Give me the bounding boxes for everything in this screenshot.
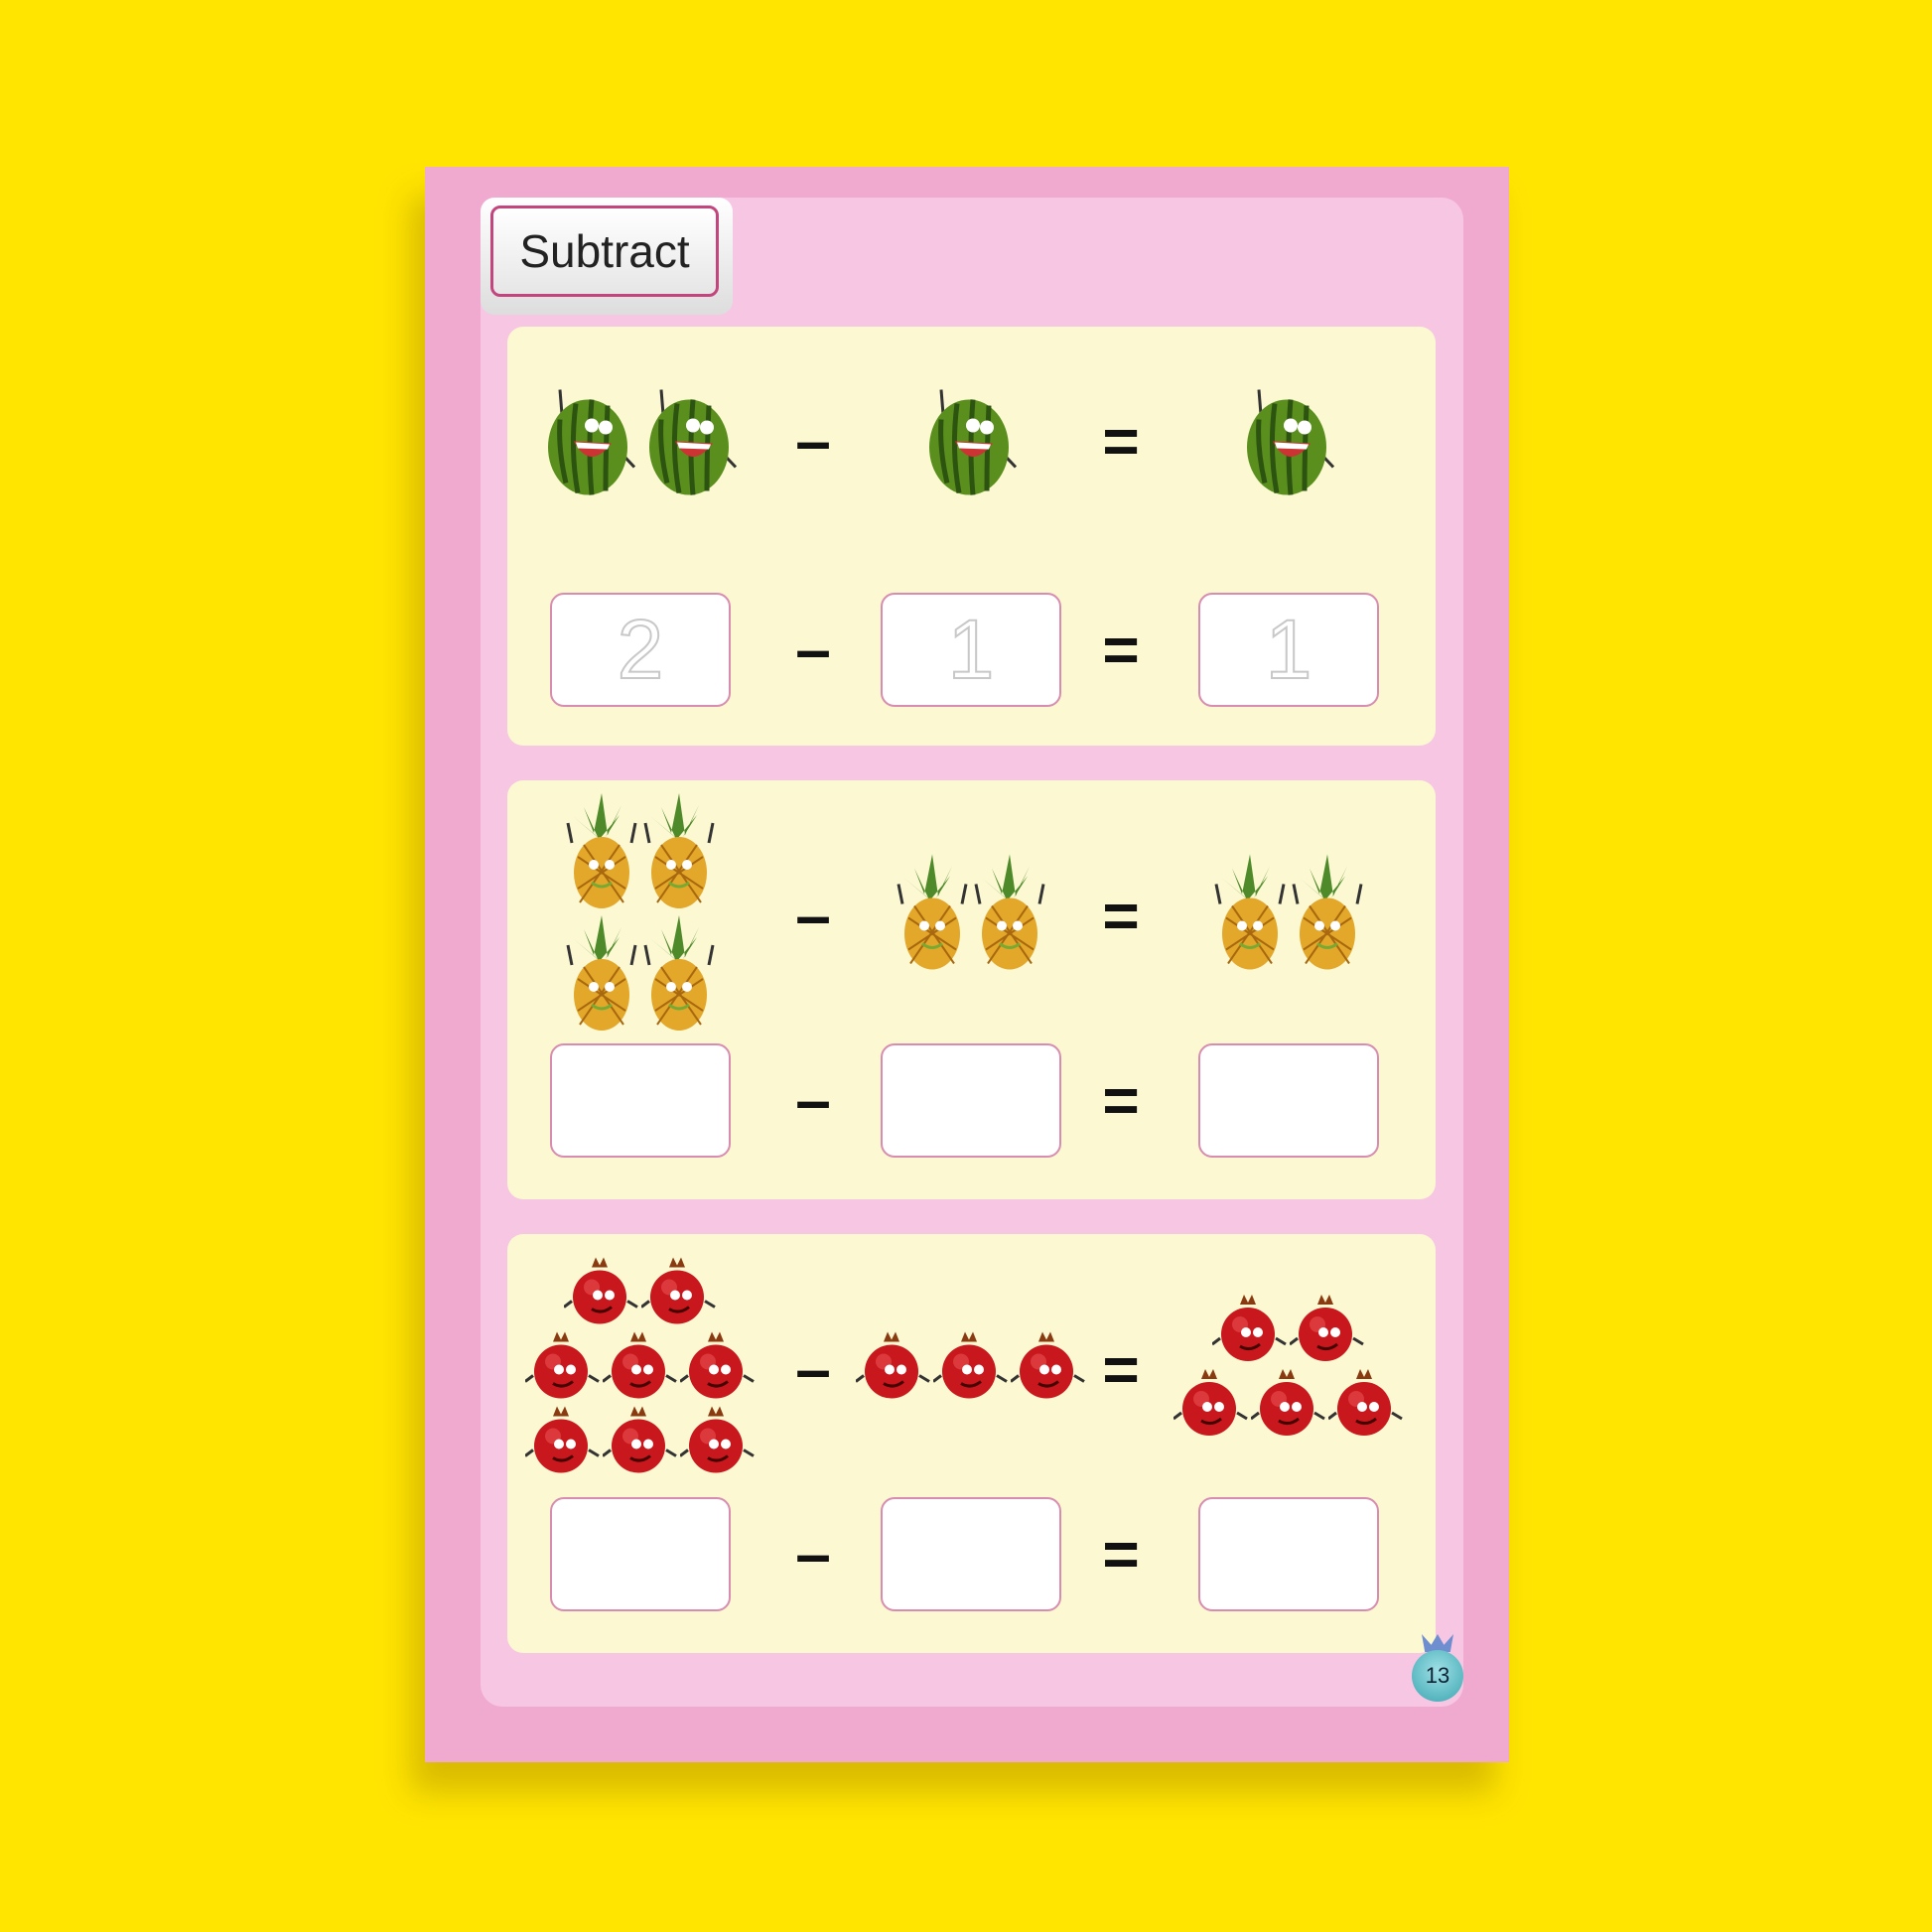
watermelon-icon bbox=[1239, 380, 1338, 502]
pomegranate-icon bbox=[1211, 1295, 1288, 1369]
pineapple-group-subtrahend bbox=[895, 854, 1047, 977]
watermelon-icon bbox=[921, 380, 1021, 502]
minus-sign-pictures: – bbox=[795, 1333, 831, 1405]
pomegranate-icon bbox=[679, 1406, 756, 1481]
pineapple-icon bbox=[564, 793, 639, 915]
watermelon-icon bbox=[641, 380, 741, 502]
equals-sign-pictures: = bbox=[1102, 1333, 1140, 1405]
pomegranate-icon bbox=[1327, 1369, 1404, 1444]
watermelon-icon bbox=[540, 380, 639, 502]
equals-sign-numbers: = bbox=[1102, 1064, 1140, 1136]
pomegranate-icon bbox=[524, 1331, 601, 1407]
watermelon-group-minuend bbox=[540, 380, 741, 502]
equals-sign-pictures: = bbox=[1102, 405, 1140, 477]
pomegranate-icon bbox=[602, 1331, 678, 1407]
page-title: Subtract bbox=[490, 206, 719, 297]
watermelon-group-subtrahend bbox=[921, 380, 1021, 502]
pineapple-icon bbox=[564, 915, 639, 1037]
pomegranate-icon bbox=[1010, 1331, 1086, 1407]
answer-box-subtrahend[interactable] bbox=[881, 1497, 1061, 1611]
minus-sign-numbers: – bbox=[795, 1518, 831, 1589]
pomegranate-icon bbox=[679, 1331, 756, 1407]
equals-sign-numbers: = bbox=[1102, 614, 1140, 685]
pomegranate-group-difference bbox=[1173, 1295, 1404, 1444]
minus-sign-pictures: – bbox=[795, 880, 831, 951]
watermelon-group-difference bbox=[1239, 380, 1338, 502]
answer-box-difference[interactable]: 1 bbox=[1198, 593, 1379, 707]
pomegranate-icon bbox=[563, 1257, 639, 1332]
equals-sign-pictures: = bbox=[1102, 880, 1140, 951]
minus-sign-numbers: – bbox=[795, 1064, 831, 1136]
problem-section-3: – – = = bbox=[507, 1234, 1436, 1653]
problem-section-2: – – = = bbox=[507, 780, 1436, 1199]
pineapple-icon bbox=[972, 854, 1047, 977]
pomegranate-group-minuend bbox=[524, 1257, 756, 1481]
answer-box-subtrahend[interactable]: 1 bbox=[881, 593, 1061, 707]
pineapple-icon bbox=[1290, 854, 1365, 977]
equals-sign-numbers: = bbox=[1102, 1518, 1140, 1589]
answer-box-minuend[interactable] bbox=[550, 1043, 731, 1158]
answer-box-minuend[interactable]: 2 bbox=[550, 593, 731, 707]
minus-sign-pictures: – bbox=[795, 405, 831, 477]
pineapple-icon bbox=[895, 854, 970, 977]
pomegranate-icon bbox=[1250, 1369, 1326, 1444]
answer-box-subtrahend[interactable] bbox=[881, 1043, 1061, 1158]
pineapple-icon bbox=[641, 915, 717, 1037]
answer-box-minuend[interactable] bbox=[550, 1497, 731, 1611]
pomegranate-icon bbox=[640, 1257, 717, 1332]
pomegranate-icon bbox=[1289, 1295, 1365, 1369]
pineapple-icon bbox=[1212, 854, 1288, 977]
pineapple-group-minuend bbox=[564, 793, 717, 1037]
problem-section-1: 2 1 1– – = = bbox=[507, 327, 1436, 746]
pomegranate-icon bbox=[1173, 1369, 1249, 1444]
minus-sign-numbers: – bbox=[795, 614, 831, 685]
pomegranate-icon bbox=[524, 1406, 601, 1481]
pomegranate-icon bbox=[855, 1331, 931, 1407]
answer-box-difference[interactable] bbox=[1198, 1043, 1379, 1158]
page-number-badge: 13 bbox=[1412, 1650, 1463, 1702]
answer-box-difference[interactable] bbox=[1198, 1497, 1379, 1611]
pomegranate-group-subtrahend bbox=[855, 1331, 1086, 1407]
pomegranate-icon bbox=[932, 1331, 1009, 1407]
pomegranate-icon bbox=[602, 1406, 678, 1481]
pineapple-group-difference bbox=[1212, 854, 1365, 977]
pineapple-icon bbox=[641, 793, 717, 915]
